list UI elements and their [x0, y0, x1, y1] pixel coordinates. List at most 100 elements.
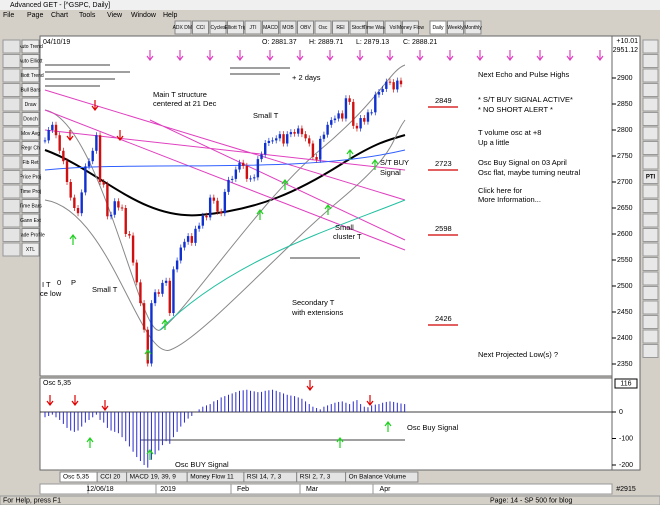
- tool-button[interactable]: [21, 141, 40, 155]
- toolbar-button[interactable]: [447, 20, 464, 35]
- candle: [212, 197, 216, 201]
- right-tool[interactable]: [642, 286, 659, 300]
- right-tool[interactable]: [642, 83, 659, 97]
- candle: [47, 130, 50, 141]
- menu-item[interactable]: View: [107, 12, 123, 19]
- right-tool[interactable]: [642, 213, 659, 228]
- candle: [337, 113, 340, 119]
- menu-item[interactable]: Tools: [79, 12, 96, 19]
- tool-button[interactable]: [21, 126, 40, 141]
- right-tool[interactable]: [642, 112, 659, 126]
- toolbar-button[interactable]: [209, 20, 227, 35]
- menu-item[interactable]: Window: [131, 12, 157, 19]
- toolbar-button[interactable]: [297, 20, 314, 35]
- right-tool[interactable]: [642, 228, 659, 242]
- toolbar-button[interactable]: [402, 20, 419, 35]
- right-tool[interactable]: [642, 242, 659, 257]
- candle: [245, 165, 249, 179]
- candle: [208, 197, 212, 218]
- annotation: Osc Buy Signal on 03 April: [478, 158, 567, 167]
- title-bar: [0, 0, 660, 10]
- right-tool[interactable]: [642, 199, 659, 213]
- tool-button[interactable]: [21, 97, 40, 112]
- tool-icon[interactable]: [2, 155, 21, 170]
- right-tool[interactable]: [642, 344, 659, 358]
- right-tool[interactable]: [642, 329, 659, 344]
- toolbar-button[interactable]: [464, 20, 482, 35]
- right-tool[interactable]: [642, 97, 659, 112]
- tool-icon[interactable]: [2, 97, 21, 112]
- candle: [87, 161, 91, 167]
- tool-icon[interactable]: [2, 184, 21, 199]
- candle: [109, 214, 113, 217]
- right-tool[interactable]: [642, 271, 659, 286]
- tool-button[interactable]: [21, 83, 40, 97]
- candle: [264, 143, 267, 155]
- candle: [69, 182, 72, 198]
- tool-button[interactable]: [21, 170, 40, 184]
- menu-item[interactable]: Chart: [51, 12, 68, 19]
- tool-button[interactable]: [21, 242, 40, 257]
- tab-label: On Balance Volume: [349, 474, 407, 481]
- toolbar-button[interactable]: [367, 20, 384, 35]
- tool-button[interactable]: [21, 39, 40, 54]
- tool-icon[interactable]: [2, 126, 21, 141]
- toolbar-button[interactable]: [262, 20, 279, 35]
- annotation: Secondary T: [292, 298, 335, 307]
- right-tool[interactable]: [642, 257, 659, 271]
- tool-button[interactable]: [21, 184, 40, 199]
- right-tool[interactable]: [642, 68, 659, 83]
- tool-button[interactable]: [21, 199, 40, 213]
- toolbar-button[interactable]: [227, 20, 244, 35]
- toolbar-button[interactable]: [174, 20, 192, 35]
- tool-icon[interactable]: [2, 112, 21, 126]
- tool-icon[interactable]: [2, 141, 21, 155]
- tool-icon[interactable]: [2, 213, 21, 228]
- right-tool[interactable]: [642, 170, 659, 184]
- toolbar-button[interactable]: [349, 20, 367, 35]
- right-tool[interactable]: [642, 126, 659, 141]
- signal-arrow: [296, 50, 304, 61]
- menu-item[interactable]: File: [3, 12, 14, 19]
- tool-icon[interactable]: [2, 228, 21, 242]
- candle: [73, 197, 76, 208]
- toolbar-button[interactable]: [314, 20, 332, 35]
- toolbar-button[interactable]: [244, 20, 262, 35]
- right-tool[interactable]: [642, 315, 659, 329]
- candle: [54, 124, 58, 136]
- tool-icon[interactable]: [2, 242, 21, 257]
- toolbar-button[interactable]: [279, 20, 297, 35]
- right-tool[interactable]: [642, 54, 659, 68]
- tool-icon[interactable]: [2, 199, 21, 213]
- candle: [399, 80, 403, 85]
- toolbar-button[interactable]: [384, 20, 402, 35]
- tool-button[interactable]: [21, 54, 40, 68]
- menu-item[interactable]: Page: [27, 12, 43, 19]
- tool-button[interactable]: [21, 228, 40, 242]
- date-label: 2019: [160, 486, 176, 493]
- tab-label: Osc 5,35: [63, 474, 89, 481]
- tool-icon[interactable]: [2, 83, 21, 97]
- tool-button[interactable]: [21, 112, 40, 126]
- menu-item[interactable]: Help: [163, 12, 178, 19]
- tool-icon[interactable]: [2, 54, 21, 68]
- candle: [117, 201, 120, 208]
- right-tool[interactable]: [642, 184, 659, 199]
- right-tool[interactable]: [642, 300, 659, 315]
- tab[interactable]: [345, 471, 419, 483]
- right-tool[interactable]: [642, 39, 659, 54]
- ohlc-high: H: 2889.71: [309, 39, 343, 46]
- toolbar-button[interactable]: [192, 20, 209, 35]
- tool-icon[interactable]: [2, 39, 21, 54]
- tool-label: Trade Profile: [16, 232, 45, 238]
- toolbar-button[interactable]: [332, 20, 349, 35]
- tool-icon[interactable]: [2, 68, 21, 83]
- right-tool[interactable]: [642, 141, 659, 155]
- tool-button[interactable]: [21, 155, 40, 170]
- right-tool[interactable]: [642, 155, 659, 170]
- toolbar-button[interactable]: [429, 20, 447, 35]
- tool-icon[interactable]: [2, 170, 21, 184]
- tool-button[interactable]: [21, 213, 40, 228]
- annotation: 2723: [435, 159, 452, 168]
- tool-button[interactable]: [21, 68, 40, 83]
